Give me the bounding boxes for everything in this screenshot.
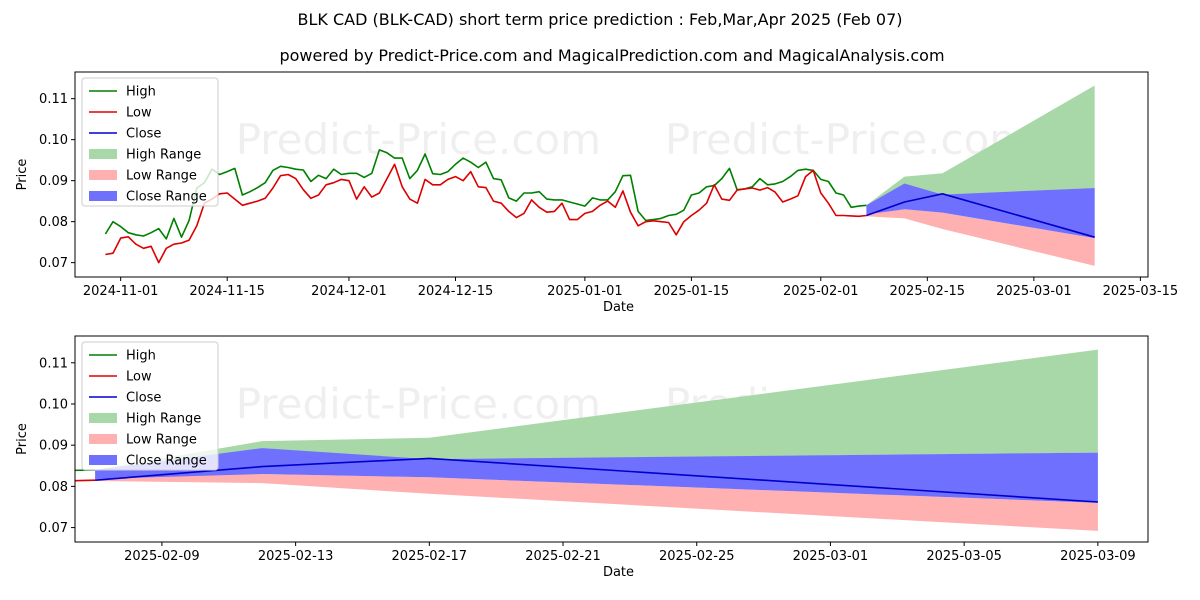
x-tick-label: 2025-03-15: [1103, 284, 1179, 299]
chart-title: BLK CAD (BLK-CAD) short term price predi…: [297, 10, 902, 29]
high-range-band: [866, 85, 1095, 210]
x-tick-label: 2025-02-13: [258, 549, 334, 564]
x-tick-label: 2025-02-01: [783, 284, 859, 299]
y-tick-label: 0.07: [39, 256, 68, 271]
bottom-chart-panel: Predict-Price.comPredict-Price.com0.070.…: [15, 335, 1149, 580]
plot-area: [104, 85, 1095, 266]
y-axis-label: Price: [15, 159, 30, 191]
x-tick-label: 2025-02-09: [124, 549, 200, 564]
y-tick-label: 0.10: [39, 397, 68, 412]
plot-area: [75, 349, 1098, 531]
y-tick-label: 0.09: [39, 174, 68, 189]
y-tick-label: 0.10: [39, 133, 68, 148]
y-tick-label: 0.09: [39, 439, 68, 454]
low-range-band: [866, 209, 1095, 266]
legend-label-low-range: Low Range: [126, 169, 197, 184]
y-axis-label: Price: [15, 423, 30, 455]
watermark: Predict-Price.com: [236, 379, 601, 428]
legend-label-close-range: Close Range: [126, 190, 207, 205]
x-tick-label: 2025-03-01: [996, 284, 1072, 299]
x-tick-label: 2024-11-15: [189, 284, 265, 299]
legend-swatch-close-range: [89, 191, 117, 201]
axes-frame: [74, 71, 1149, 278]
y-tick-label: 0.11: [39, 92, 68, 107]
y-tick-label: 0.07: [39, 521, 68, 536]
high-range-band: [95, 349, 1098, 474]
chart-subtitle: powered by Predict-Price.com and Magical…: [279, 46, 944, 65]
x-tick-label: 2025-02-25: [659, 549, 735, 564]
legend-label-low-range: Low Range: [126, 433, 197, 448]
legend-label-low: Low: [126, 106, 152, 121]
legend-swatch-high-range: [89, 413, 117, 423]
close-series-line: [866, 193, 1095, 238]
x-axis-label: Date: [603, 565, 634, 580]
legend-label-low: Low: [126, 370, 152, 385]
x-tick-label: 2025-02-15: [890, 284, 966, 299]
x-tick-label: 2025-01-15: [654, 284, 730, 299]
x-tick-label: 2025-02-21: [525, 549, 601, 564]
x-tick-label: 2025-03-09: [1060, 549, 1136, 564]
x-tick-label: 2024-11-01: [83, 284, 159, 299]
x-axis-label: Date: [603, 300, 634, 315]
x-tick-label: 2025-03-05: [926, 549, 1002, 564]
watermark: Predict-Price.com: [665, 115, 1030, 164]
legend-label-high: High: [126, 85, 156, 100]
legend-label-high: High: [126, 349, 156, 364]
low-range-band: [95, 474, 1098, 531]
close-series-line: [95, 457, 1098, 503]
legend-label-high-range: High Range: [126, 148, 201, 163]
legend-swatch-high-range: [89, 149, 117, 159]
y-tick-label: 0.08: [39, 480, 68, 495]
legend-label-high-range: High Range: [126, 412, 201, 427]
x-tick-label: 2024-12-01: [311, 284, 387, 299]
watermark: Predict-Price.com: [236, 115, 601, 164]
low-series-line: [105, 163, 867, 264]
legend-swatch-close-range: [89, 455, 117, 465]
y-tick-label: 0.08: [39, 215, 68, 230]
x-tick-label: 2025-02-17: [392, 549, 468, 564]
legend-label-close: Close: [126, 127, 161, 142]
watermark-group: Predict-Price.com Predict-Price.com: [236, 115, 1031, 164]
legend-label-close: Close: [126, 391, 161, 406]
x-tick-label: 2025-01-01: [547, 284, 623, 299]
legend-swatch-low-range: [89, 434, 117, 444]
legend-swatch-low-range: [89, 170, 117, 180]
x-tick-label: 2025-03-01: [793, 549, 869, 564]
top-chart-panel: Predict-Price.com Predict-Price.com 0.07 0.…: [15, 71, 1179, 315]
x-tick-label: 2024-12-15: [418, 284, 494, 299]
axes-frame: [74, 335, 1149, 543]
legend-label-close-range: Close Range: [126, 454, 207, 469]
y-tick-label: 0.11: [39, 356, 68, 371]
